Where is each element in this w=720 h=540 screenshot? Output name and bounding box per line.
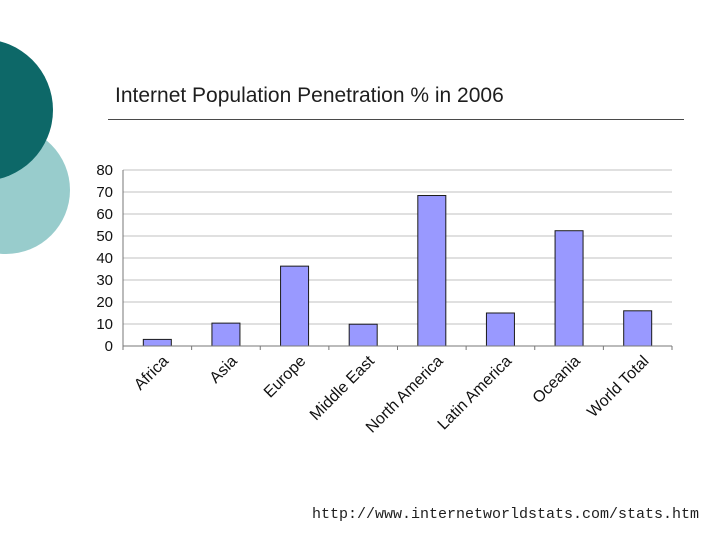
x-tick-label: World Total (584, 353, 652, 421)
x-tick-label: Oceania (530, 353, 584, 407)
y-tick-label: 0 (105, 338, 113, 355)
y-tick-label: 60 (96, 206, 113, 223)
bar (280, 265, 310, 347)
y-tick-label: 20 (96, 294, 113, 311)
x-tick-label: Africa (131, 353, 172, 394)
bar (554, 230, 584, 347)
y-tick-labels: 0 10 20 30 40 50 60 70 80 (96, 162, 113, 355)
y-tick-label: 80 (96, 162, 113, 179)
x-tick-label: Asia (207, 353, 241, 387)
bar (417, 195, 447, 347)
gridlines (123, 169, 672, 325)
bars (142, 195, 653, 347)
axes (122, 170, 673, 350)
y-tick-label: 50 (96, 228, 113, 245)
x-tick-label: Middle East (307, 352, 379, 424)
bar (485, 312, 515, 347)
bar (623, 310, 653, 347)
bar (211, 322, 241, 347)
source-url: http://www.internetworldstats.com/stats.… (312, 506, 700, 523)
bar (348, 323, 378, 347)
y-tick-label: 10 (96, 316, 113, 333)
y-tick-label: 30 (96, 272, 113, 289)
dark-teal-circle (0, 41, 53, 179)
x-tick-label: Latin America (435, 353, 516, 434)
y-tick-label: 40 (96, 250, 113, 267)
bar (142, 338, 172, 347)
y-tick-label: 70 (96, 184, 113, 201)
x-tick-label: Europe (261, 353, 310, 402)
page-title: Internet Population Penetration % in 200… (115, 84, 504, 107)
title-divider (108, 119, 684, 120)
